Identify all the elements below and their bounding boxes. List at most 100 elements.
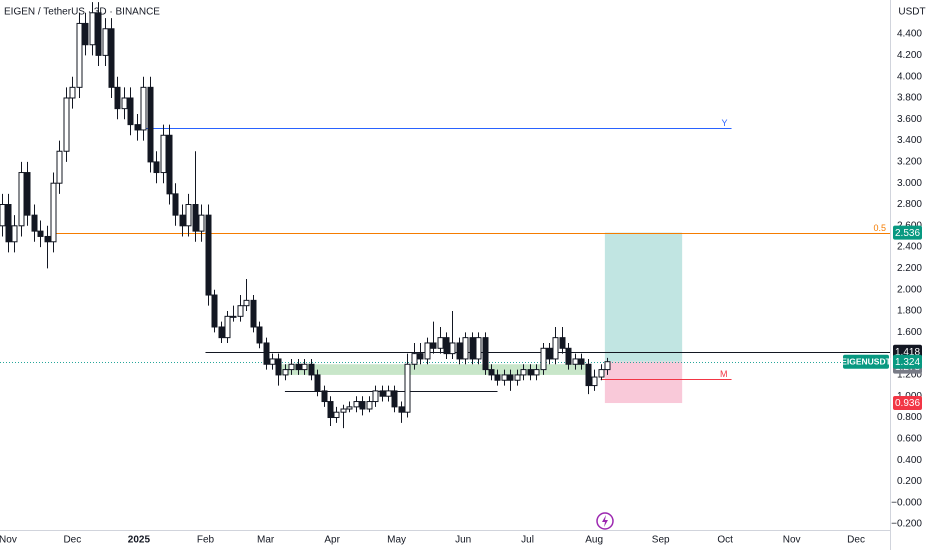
candle-body (269, 358, 276, 365)
candle-body (44, 235, 51, 243)
candle-body (507, 374, 514, 381)
x-tick-label: Feb (197, 535, 215, 546)
candle-body (237, 305, 244, 317)
candle-body (288, 363, 295, 371)
candle-body (565, 347, 572, 365)
candle-body (475, 337, 482, 360)
candle-body (24, 172, 31, 216)
y-unit: USDT (898, 7, 925, 18)
candle-body (275, 358, 282, 376)
stop-badge: 0.936 (895, 398, 920, 409)
candle-body (456, 342, 463, 360)
stop-badge-bg (893, 396, 922, 411)
candle-body (308, 363, 315, 376)
candle-body (82, 22, 89, 46)
y-tick-label: 1.200 (897, 370, 922, 381)
candle-body (520, 369, 527, 376)
candle-body (198, 214, 205, 232)
y-tick-label: 4.400 (897, 29, 922, 40)
candle-body (140, 86, 147, 131)
y-tick-label: 3.400 (897, 135, 922, 146)
candle-body (404, 363, 411, 413)
level-badge: 1.418 (895, 347, 920, 358)
candle-body (50, 182, 57, 243)
candle-body (340, 408, 347, 413)
candle-body (114, 86, 121, 110)
candle-body (417, 353, 424, 360)
candle-body (37, 230, 44, 237)
y-tick-label: 1.600 (897, 327, 922, 338)
y-tick-label: 0.800 (897, 412, 922, 423)
level-label: 0.5 (873, 223, 886, 233)
candle-body (63, 97, 70, 152)
candle-body (56, 150, 63, 184)
y-tick-label: −0.200 (891, 519, 922, 530)
candle-body (153, 161, 160, 174)
x-tick-label: Jul (521, 535, 534, 546)
candle-body (224, 315, 231, 339)
x-tick-label: Aug (585, 535, 603, 546)
candle-body (0, 204, 6, 227)
target-badge: 2.536 (895, 228, 920, 239)
x-tick-label: Sep (652, 535, 670, 546)
candle-body (379, 390, 386, 397)
candle-body (282, 369, 289, 376)
x-tick-label: Jun (455, 535, 471, 546)
chart-title: EIGEN / TetherUS · 3D · BINANCE (4, 7, 160, 18)
candle-body (192, 204, 199, 232)
candle-body (366, 401, 373, 410)
candle-body (494, 374, 501, 381)
candle-body (391, 390, 398, 408)
candle-body (424, 342, 431, 360)
x-tick-label: May (387, 535, 406, 546)
y-tick-label: 3.600 (897, 114, 922, 125)
candle-body (321, 390, 328, 403)
zone (280, 364, 590, 375)
candle-body (359, 401, 366, 410)
symbol-badge-bg (843, 354, 889, 369)
level-label: Y (722, 118, 728, 128)
candle-body (166, 134, 173, 195)
candle-body (540, 347, 547, 371)
event-icon[interactable] (596, 512, 614, 530)
candle-body (11, 225, 18, 243)
x-tick-label: Nov (0, 535, 17, 546)
x-tick-label: Mar (257, 535, 275, 546)
y-tick-label: 2.400 (897, 242, 922, 253)
plot (0, 2, 890, 429)
candle-body (134, 124, 141, 131)
candle-body (585, 363, 592, 387)
candle-body (314, 374, 321, 392)
candle-body (31, 214, 38, 232)
candle-body (372, 390, 379, 403)
candle-body (95, 12, 102, 56)
x-tick-label: 2025 (128, 535, 151, 546)
candle-body (121, 97, 128, 110)
x-tick-label: Nov (783, 535, 801, 546)
y-tick-label: 2.000 (897, 284, 922, 295)
candle-body (243, 299, 250, 307)
candle-body (89, 12, 96, 46)
x-tick-label: Oct (717, 535, 733, 546)
candle-body (527, 369, 534, 376)
candle-body (327, 401, 334, 419)
candle-body (462, 337, 469, 360)
candle-body (69, 86, 76, 99)
candle-body (211, 294, 218, 328)
x-tick-label: Dec (847, 535, 865, 546)
candle-body (218, 326, 225, 339)
candle-body (263, 342, 270, 365)
candle-body (437, 337, 444, 349)
candle-body (295, 363, 302, 371)
candle-body (443, 337, 450, 355)
candle-body (501, 374, 508, 381)
candle-body (179, 214, 186, 227)
candle-body (346, 406, 353, 410)
y-tick-label: 0.400 (897, 455, 922, 466)
candle-body (172, 193, 179, 216)
candle-body (604, 361, 611, 371)
target-badge-bg (893, 225, 922, 240)
candle-body (398, 406, 405, 413)
candle-body (147, 86, 154, 163)
